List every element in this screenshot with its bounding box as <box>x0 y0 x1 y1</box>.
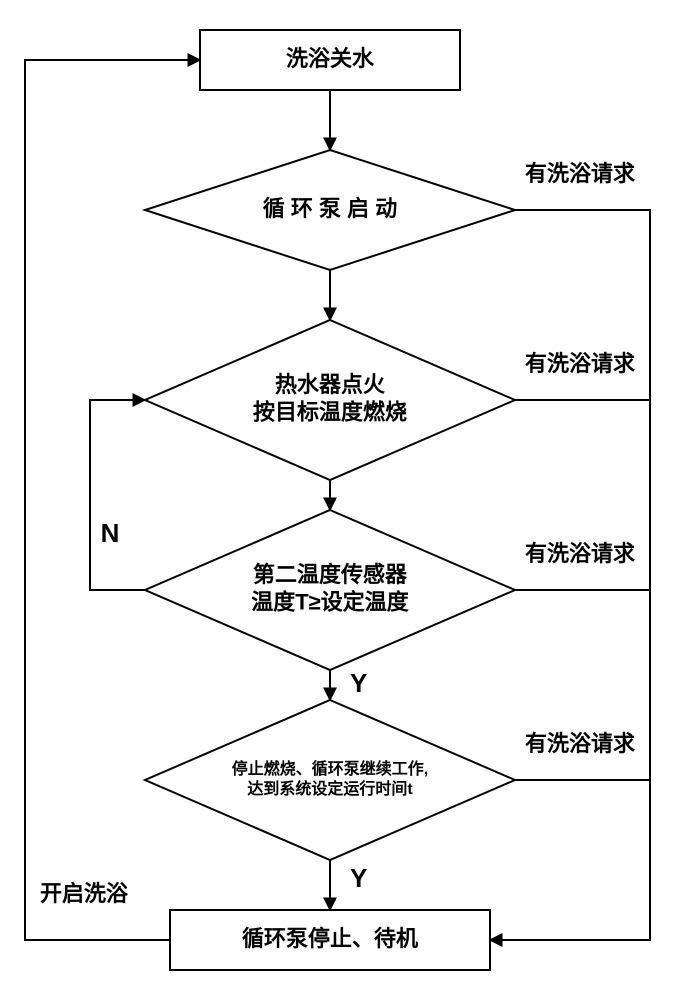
node-n4: 第二温度传感器温度T≥设定温度 <box>145 510 515 670</box>
label-N: N <box>101 518 120 548</box>
node-n6: 循环泵停止、待机 <box>170 910 490 970</box>
node-n5: 停止燃烧、循环泵继续工作,达到系统设定运行时间t <box>145 700 515 860</box>
node-n3: 热水器点火按目标温度燃烧 <box>145 320 515 480</box>
label-open: 开启洗浴 <box>40 881 129 906</box>
edge-e10 <box>90 400 145 590</box>
node-n4-line1: 温度T≥设定温度 <box>251 590 410 615</box>
node-n3-line0: 热水器点火 <box>275 372 385 397</box>
label-req3: 有洗浴请求 <box>525 541 635 566</box>
label-req2: 有洗浴请求 <box>525 351 635 376</box>
node-n2-line0: 循 环 泵 启 动 <box>263 196 397 221</box>
label-Y1: Y <box>350 668 367 698</box>
label-req1: 有洗浴请求 <box>525 161 635 186</box>
node-n6-line0: 循环泵停止、待机 <box>242 926 418 951</box>
node-n5-line0: 停止燃烧、循环泵继续工作, <box>232 759 428 778</box>
node-n4-line0: 第二温度传感器 <box>253 562 408 587</box>
node-n5-line1: 达到系统设定运行时间t <box>247 779 413 798</box>
edge-e6 <box>490 210 650 940</box>
node-n2: 循 环 泵 启 动 <box>145 150 515 270</box>
node-n3-line1: 按目标温度燃烧 <box>253 400 407 425</box>
label-req4: 有洗浴请求 <box>525 731 635 756</box>
edge-e11 <box>25 60 200 940</box>
node-n1-line0: 洗浴关水 <box>286 46 375 71</box>
node-n1: 洗浴关水 <box>200 30 460 90</box>
label-Y2: Y <box>350 863 367 893</box>
